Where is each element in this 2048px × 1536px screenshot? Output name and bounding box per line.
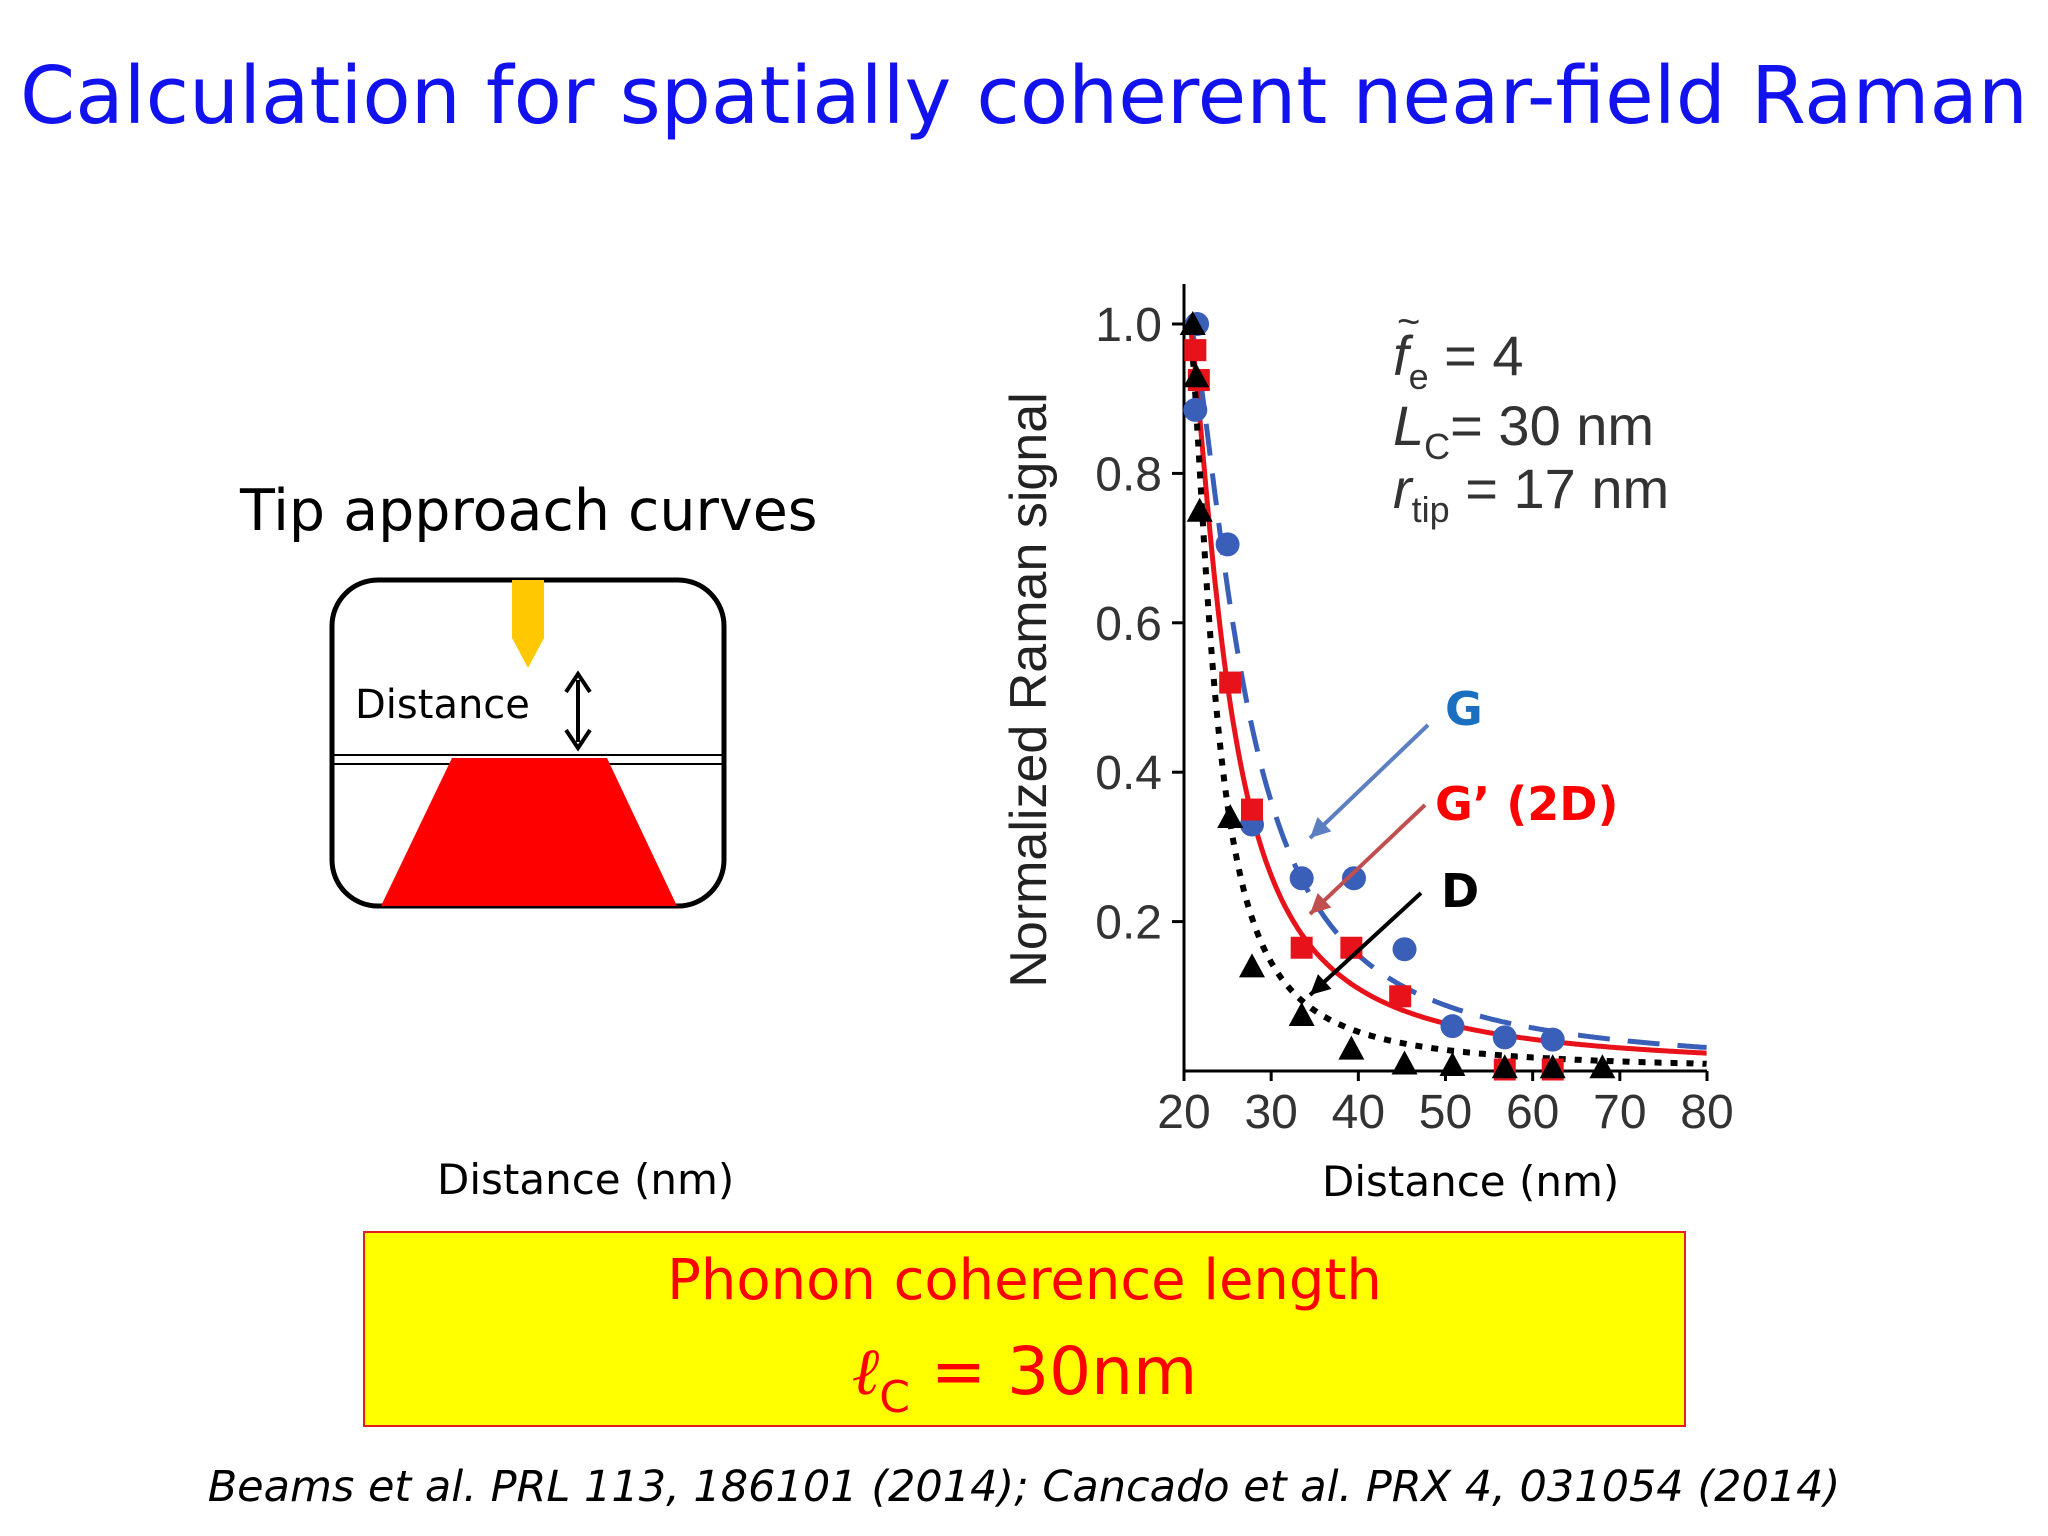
sample-trapezoid (381, 758, 677, 906)
arrow-head-icon (1310, 816, 1332, 838)
x-tick-label: 80 (1680, 1086, 1733, 1139)
series-label-d: D (1441, 864, 1479, 918)
ell-symbol: ℓ (851, 1333, 880, 1410)
data-point-g2d (1290, 936, 1313, 959)
param-line: rtip = 17 nm (1393, 457, 1669, 530)
data-point-d (1186, 497, 1213, 522)
chart-points (1179, 311, 1616, 1081)
tip-icon (512, 580, 544, 668)
left-distance-caption: Distance (nm) (437, 1155, 735, 1204)
ell-subscript: C (879, 1372, 910, 1423)
fit-curve-d (1187, 327, 1707, 1067)
param-line: LC= 30 nm (1393, 394, 1654, 467)
x-tick-label: 20 (1157, 1086, 1210, 1139)
coherence-value: = 30nm (909, 1333, 1198, 1410)
diagram-distance-label: Distance (355, 682, 530, 728)
data-point-g2d (1389, 985, 1412, 1008)
y-tick-label: 0.8 (1095, 448, 1162, 501)
data-point-g (1215, 532, 1240, 557)
fit-curve-g (1187, 324, 1707, 1050)
tilde-mark: ~ (1397, 300, 1420, 344)
data-point-g (1341, 866, 1366, 891)
x-tick-label: 30 (1244, 1086, 1297, 1139)
param-line: fe = 4 (1393, 324, 1524, 397)
annotation-arrow-2d (1308, 803, 1427, 916)
y-tick-label: 0.4 (1095, 747, 1162, 800)
data-point-d (1238, 953, 1265, 978)
x-tick-label: 70 (1593, 1086, 1646, 1139)
coherence-length-box: Phonon coherence length ℓC = 30nm (363, 1231, 1686, 1427)
data-point-d (1179, 311, 1206, 335)
data-point-d (1589, 1054, 1616, 1079)
reference-citation: Beams et al. PRL 113, 186101 (2014); Can… (207, 1462, 1841, 1512)
x-tick-label: 60 (1506, 1086, 1559, 1139)
data-point-d (1439, 1052, 1466, 1077)
data-point-g (1392, 937, 1417, 962)
slide-title: Calculation for spatially coherent near-… (20, 50, 2028, 142)
annotation-arrow-g (1308, 723, 1430, 840)
data-point-g (1183, 397, 1208, 422)
arrow-head-icon (1310, 892, 1332, 914)
data-point-d (1183, 363, 1210, 388)
data-point-d (1391, 1050, 1418, 1075)
data-point-g (1540, 1027, 1565, 1052)
data-point-g2d (1240, 798, 1263, 821)
diagram-label: Tip approach curves (240, 478, 818, 544)
data-point-g (1289, 866, 1314, 891)
y-axis-label: Normalized Raman signal (1000, 392, 1058, 987)
data-point-d (1288, 1001, 1315, 1026)
data-point-g (1440, 1014, 1465, 1039)
x-tick-label: 40 (1332, 1086, 1385, 1139)
data-point-g2d (1219, 671, 1242, 694)
arrow-head-up-icon (564, 670, 592, 694)
data-point-d (1539, 1054, 1566, 1079)
x-tick-label: 50 (1419, 1086, 1472, 1139)
coherence-length-title: Phonon coherence length (667, 1248, 1382, 1313)
y-tick-label: 1.0 (1095, 299, 1162, 352)
series-label-2d: G’ (2D) (1435, 777, 1618, 831)
arrow-head-icon (1310, 974, 1332, 995)
y-tick-label: 0.6 (1095, 598, 1162, 651)
data-point-g (1492, 1025, 1517, 1050)
chart-axes: 0.2 0.4 0.6 0.8 1.0 20 30 40 50 60 70 80 Normalized … (1000, 284, 1734, 1139)
data-point-d (1491, 1054, 1518, 1079)
data-point-d (1338, 1035, 1365, 1060)
arrow-head-down-icon (564, 728, 592, 752)
data-point-d (1217, 804, 1244, 829)
series-label-g: G (1445, 682, 1483, 736)
coherence-length-value: ℓC = 30nm (365, 1333, 1684, 1423)
data-point-g2d (1184, 339, 1207, 362)
annotation-arrow-d (1308, 891, 1423, 997)
y-tick-label: 0.2 (1095, 897, 1162, 950)
x-axis-label: Distance (nm) (1322, 1157, 1620, 1206)
